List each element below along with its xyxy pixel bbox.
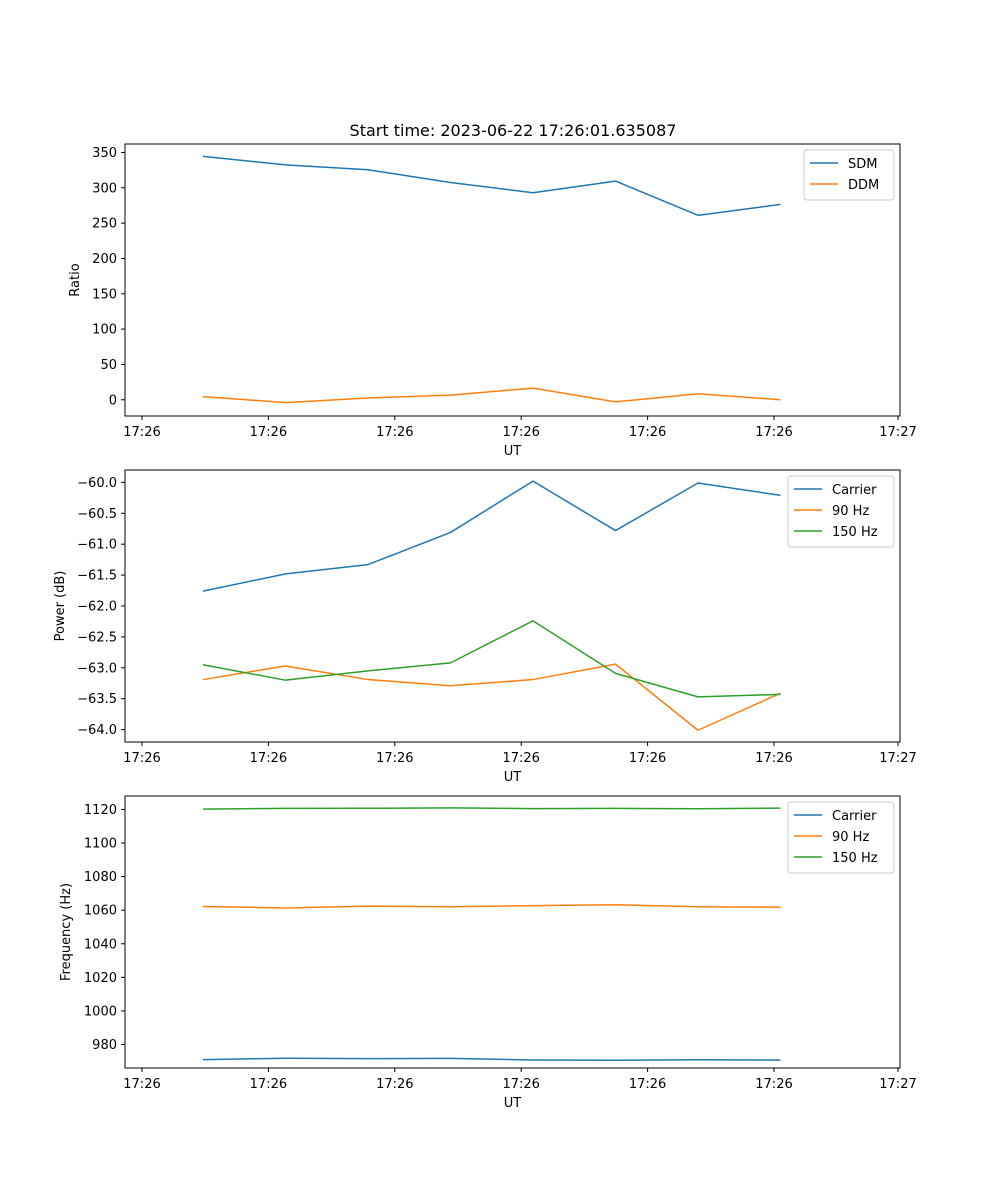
legend-label: 150 Hz xyxy=(832,525,878,540)
y-tick-label: 1080 xyxy=(84,870,117,885)
y-tick-label: 350 xyxy=(92,146,117,161)
series-line-carrier xyxy=(202,480,781,592)
legend-label: 90 Hz xyxy=(832,504,869,519)
y-tick-label: 200 xyxy=(92,252,117,267)
x-tick-label: 17:26 xyxy=(376,751,413,766)
x-tick-label: 17:26 xyxy=(629,425,666,440)
y-tick-label: 150 xyxy=(92,287,117,302)
x-tick-label: 17:26 xyxy=(250,1077,287,1092)
x-tick-label: 17:26 xyxy=(123,751,160,766)
y-tick-label: 250 xyxy=(92,217,117,232)
series-line-90-hz xyxy=(202,663,781,731)
legend-box xyxy=(787,475,895,548)
charts: 17:26 17:26 17:26 17:26 17:26 17:26 17:27 0 50 10… xyxy=(53,143,917,1111)
y-tick-label: 1020 xyxy=(84,971,117,986)
y-tick-label: −60.0 xyxy=(77,476,117,491)
x-tick-label: 17:26 xyxy=(755,751,792,766)
series-line-150-hz xyxy=(202,620,781,698)
y-tick-label: −60.5 xyxy=(77,507,117,522)
y-tick-label: 1040 xyxy=(84,937,117,952)
series-line-sdm xyxy=(202,155,781,217)
chart-panel-1: 17:26 17:26 17:26 17:26 17:26 17:26 17:27 0 50 10… xyxy=(68,143,917,459)
legend-box xyxy=(787,801,895,874)
x-tick-label: 17:27 xyxy=(879,425,916,440)
x-tick-label: 17:26 xyxy=(250,751,287,766)
chart-panel-2: 17:26 17:26 17:26 17:26 17:26 17:26 17:27 −64.0… xyxy=(53,469,917,785)
axes-frame xyxy=(124,795,901,1069)
x-tick-label: 17:26 xyxy=(123,425,160,440)
legend-label: 150 Hz xyxy=(832,851,878,866)
x-axis-label: UT xyxy=(504,770,522,785)
series-line-90-hz xyxy=(202,904,781,909)
y-tick-label: 300 xyxy=(92,181,117,196)
y-tick-label: −62.0 xyxy=(77,600,117,615)
y-tick-label: −62.5 xyxy=(77,630,117,645)
y-tick-label: 1060 xyxy=(84,904,117,919)
y-tick-label: 100 xyxy=(92,323,117,338)
x-tick-label: 17:26 xyxy=(755,425,792,440)
y-tick-label: 1100 xyxy=(84,837,117,852)
x-tick-label: 17:26 xyxy=(376,425,413,440)
legend-label: SDM xyxy=(848,157,877,172)
x-tick-label: 17:26 xyxy=(376,1077,413,1092)
legend-label: DDM xyxy=(848,178,879,193)
x-tick-label: 17:26 xyxy=(502,751,539,766)
x-tick-label: 17:27 xyxy=(879,751,916,766)
y-tick-label: −63.0 xyxy=(77,661,117,676)
legend: Carrier 90 Hz 150 Hz xyxy=(787,801,895,874)
x-tick-label: 17:26 xyxy=(629,1077,666,1092)
y-tick-label: −61.5 xyxy=(77,569,117,584)
legend: Carrier 90 Hz 150 Hz xyxy=(787,475,895,548)
x-axis-label: UT xyxy=(504,1096,522,1111)
figure-title: Start time: 2023-06-22 17:26:01.635087 xyxy=(350,121,677,140)
y-tick-label: −63.5 xyxy=(77,692,117,707)
y-axis-label: Power (dB) xyxy=(53,571,68,642)
x-tick-label: 17:26 xyxy=(755,1077,792,1092)
x-tick-label: 17:27 xyxy=(879,1077,916,1092)
x-tick-label: 17:26 xyxy=(250,425,287,440)
y-axis-label: Frequency (Hz) xyxy=(59,883,74,981)
x-axis-label: UT xyxy=(504,444,522,459)
x-tick-label: 17:26 xyxy=(502,1077,539,1092)
chart-panel-3: 17:26 17:26 17:26 17:26 17:26 17:26 17:27 980 10… xyxy=(59,795,917,1111)
y-tick-label: 1000 xyxy=(84,1004,117,1019)
legend-label: Carrier xyxy=(832,809,877,824)
y-tick-label: −64.0 xyxy=(77,723,117,738)
y-axis-label: Ratio xyxy=(68,263,83,296)
x-tick-label: 17:26 xyxy=(502,425,539,440)
y-tick-label: −61.0 xyxy=(77,538,117,553)
series-line-ddm xyxy=(202,387,781,404)
y-tick-label: 0 xyxy=(109,393,117,408)
axes-frame xyxy=(124,143,901,417)
y-tick-label: 50 xyxy=(100,358,117,373)
series-line-carrier xyxy=(202,1057,781,1062)
y-tick-label: 1120 xyxy=(84,803,117,818)
series-line-150-hz xyxy=(202,807,781,810)
legend: SDM DDM xyxy=(803,149,895,201)
x-tick-label: 17:26 xyxy=(629,751,666,766)
legend-label: 90 Hz xyxy=(832,830,869,845)
legend-label: Carrier xyxy=(832,483,877,498)
x-tick-label: 17:26 xyxy=(123,1077,160,1092)
y-tick-label: 980 xyxy=(92,1038,117,1053)
